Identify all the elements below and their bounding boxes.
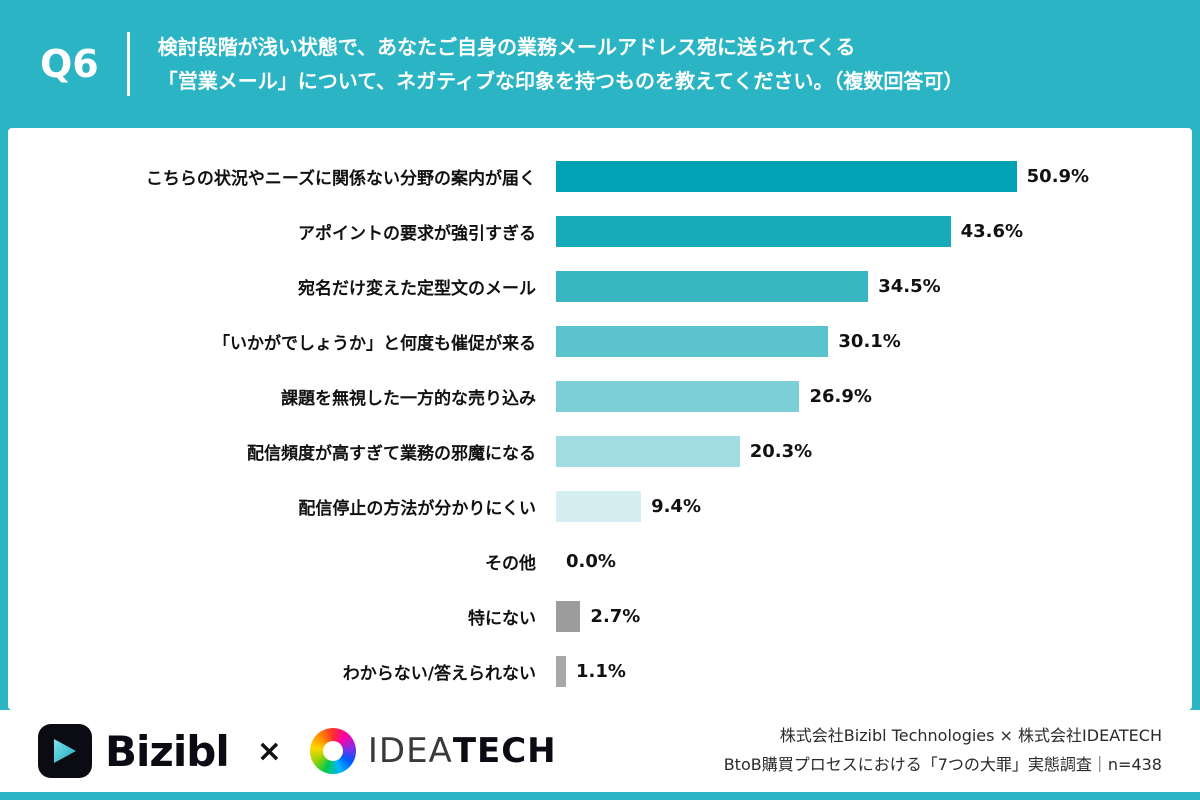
value-label: 20.3%: [749, 441, 813, 462]
question-text: 検討段階が浅い状態で、あなたご自身の業務メールアドレス宛に送られてくる 「営業メ…: [158, 30, 964, 98]
bar: [556, 491, 642, 522]
logos: Bizibl × IDEATECH: [38, 724, 557, 778]
chart-row: 宛名だけ変えた定型文のメール 34.5%: [8, 259, 1192, 314]
chart-row: 配信停止の方法が分かりにくい 9.4%: [8, 479, 1192, 534]
attribution-line-1: 株式会社Bizibl Technologies × 株式会社IDEATECH: [779, 726, 1162, 746]
bizibl-logo-icon: [38, 724, 92, 778]
value-label: 2.7%: [590, 606, 641, 627]
chart-row: こちらの状況やニーズに関係ない分野の案内が届く 50.9%: [8, 149, 1192, 204]
bizibl-logo-text: Bizibl: [105, 726, 230, 776]
question-number: Q6: [40, 42, 99, 86]
ideatech-logo: IDEATECH: [309, 728, 557, 774]
ideatech-text-bold: TECH: [452, 731, 557, 771]
question-header: Q6 検討段階が浅い状態で、あなたご自身の業務メールアドレス宛に送られてくる 「…: [0, 0, 1200, 128]
category-label: こちらの状況やニーズに関係ない分野の案内が届く: [145, 169, 536, 189]
value-label: 50.9%: [1026, 166, 1090, 187]
category-label: 特にない: [468, 609, 536, 629]
value-label: 43.6%: [960, 221, 1024, 242]
chart-row: 特にない 2.7%: [8, 589, 1192, 644]
question-line-2: 「営業メール」について、ネガティブな印象を持つものを教えてください。（複数回答可…: [157, 69, 964, 93]
category-label: その他: [485, 554, 536, 574]
chart-panel: こちらの状況やニーズに関係ない分野の案内が届く 50.9% アポイントの要求が強引す…: [8, 128, 1192, 710]
bar-chart: こちらの状況やニーズに関係ない分野の案内が届く 50.9% アポイントの要求が強引す…: [8, 149, 1192, 699]
category-label: アポイントの要求が強引すぎる: [298, 224, 536, 244]
chart-row: 「いかがでしょうか」と何度も催促が来る 30.1%: [8, 314, 1192, 369]
attribution: 株式会社Bizibl Technologies × 株式会社IDEATECH B…: [724, 722, 1162, 780]
attribution-line-2: BtoB購買プロセスにおける「7つの大罪」実態調査｜n=438: [723, 755, 1162, 774]
bizibl-logo: Bizibl: [38, 724, 230, 778]
value-label: 30.1%: [838, 331, 901, 352]
chart-row: 課題を無視した一方的な売り込み 26.9%: [8, 369, 1192, 424]
category-label: わからない/答えられない: [342, 664, 536, 684]
category-label: 配信頻度が高すぎて業務の邪魔になる: [247, 444, 536, 464]
play-triangle-icon: [54, 739, 76, 763]
value-label: 26.9%: [809, 386, 872, 407]
bar: [556, 436, 740, 467]
chart-row: アポイントの要求が強引すぎる 43.6%: [8, 204, 1192, 259]
bar: [556, 656, 566, 687]
bar: [556, 216, 951, 247]
bar: [556, 271, 869, 302]
chart-row: その他 0.0%: [8, 534, 1192, 589]
question-line-1: 検討段階が浅い状態で、あなたご自身の業務メールアドレス宛に送られてくる: [157, 35, 856, 59]
footer: Bizibl × IDEATECH 株式会社Bizibl Technologie…: [0, 710, 1200, 792]
value-label: 34.5%: [878, 276, 941, 297]
bar: [556, 326, 829, 357]
category-label: 「いかがでしょうか」と何度も催促が来る: [213, 334, 536, 354]
ideatech-logo-text: IDEATECH: [368, 731, 557, 771]
ideatech-text-light: IDEA: [367, 731, 453, 771]
header-divider: [126, 32, 130, 96]
ideatech-logo-icon: [309, 728, 356, 774]
category-label: 配信停止の方法が分かりにくい: [298, 499, 536, 519]
chart-row: わからない/答えられない 1.1%: [8, 644, 1192, 699]
bar: [556, 161, 1017, 192]
bar: [556, 601, 581, 632]
value-label: 1.1%: [575, 661, 626, 682]
category-label: 課題を無視した一方的な売り込み: [281, 389, 536, 409]
value-label: 9.4%: [651, 496, 701, 517]
logo-separator: ×: [256, 733, 282, 769]
category-label: 宛名だけ変えた定型文のメール: [298, 279, 536, 299]
bar: [556, 381, 800, 412]
chart-row: 配信頻度が高すぎて業務の邪魔になる 20.3%: [8, 424, 1192, 479]
value-label: 0.0%: [566, 551, 616, 572]
